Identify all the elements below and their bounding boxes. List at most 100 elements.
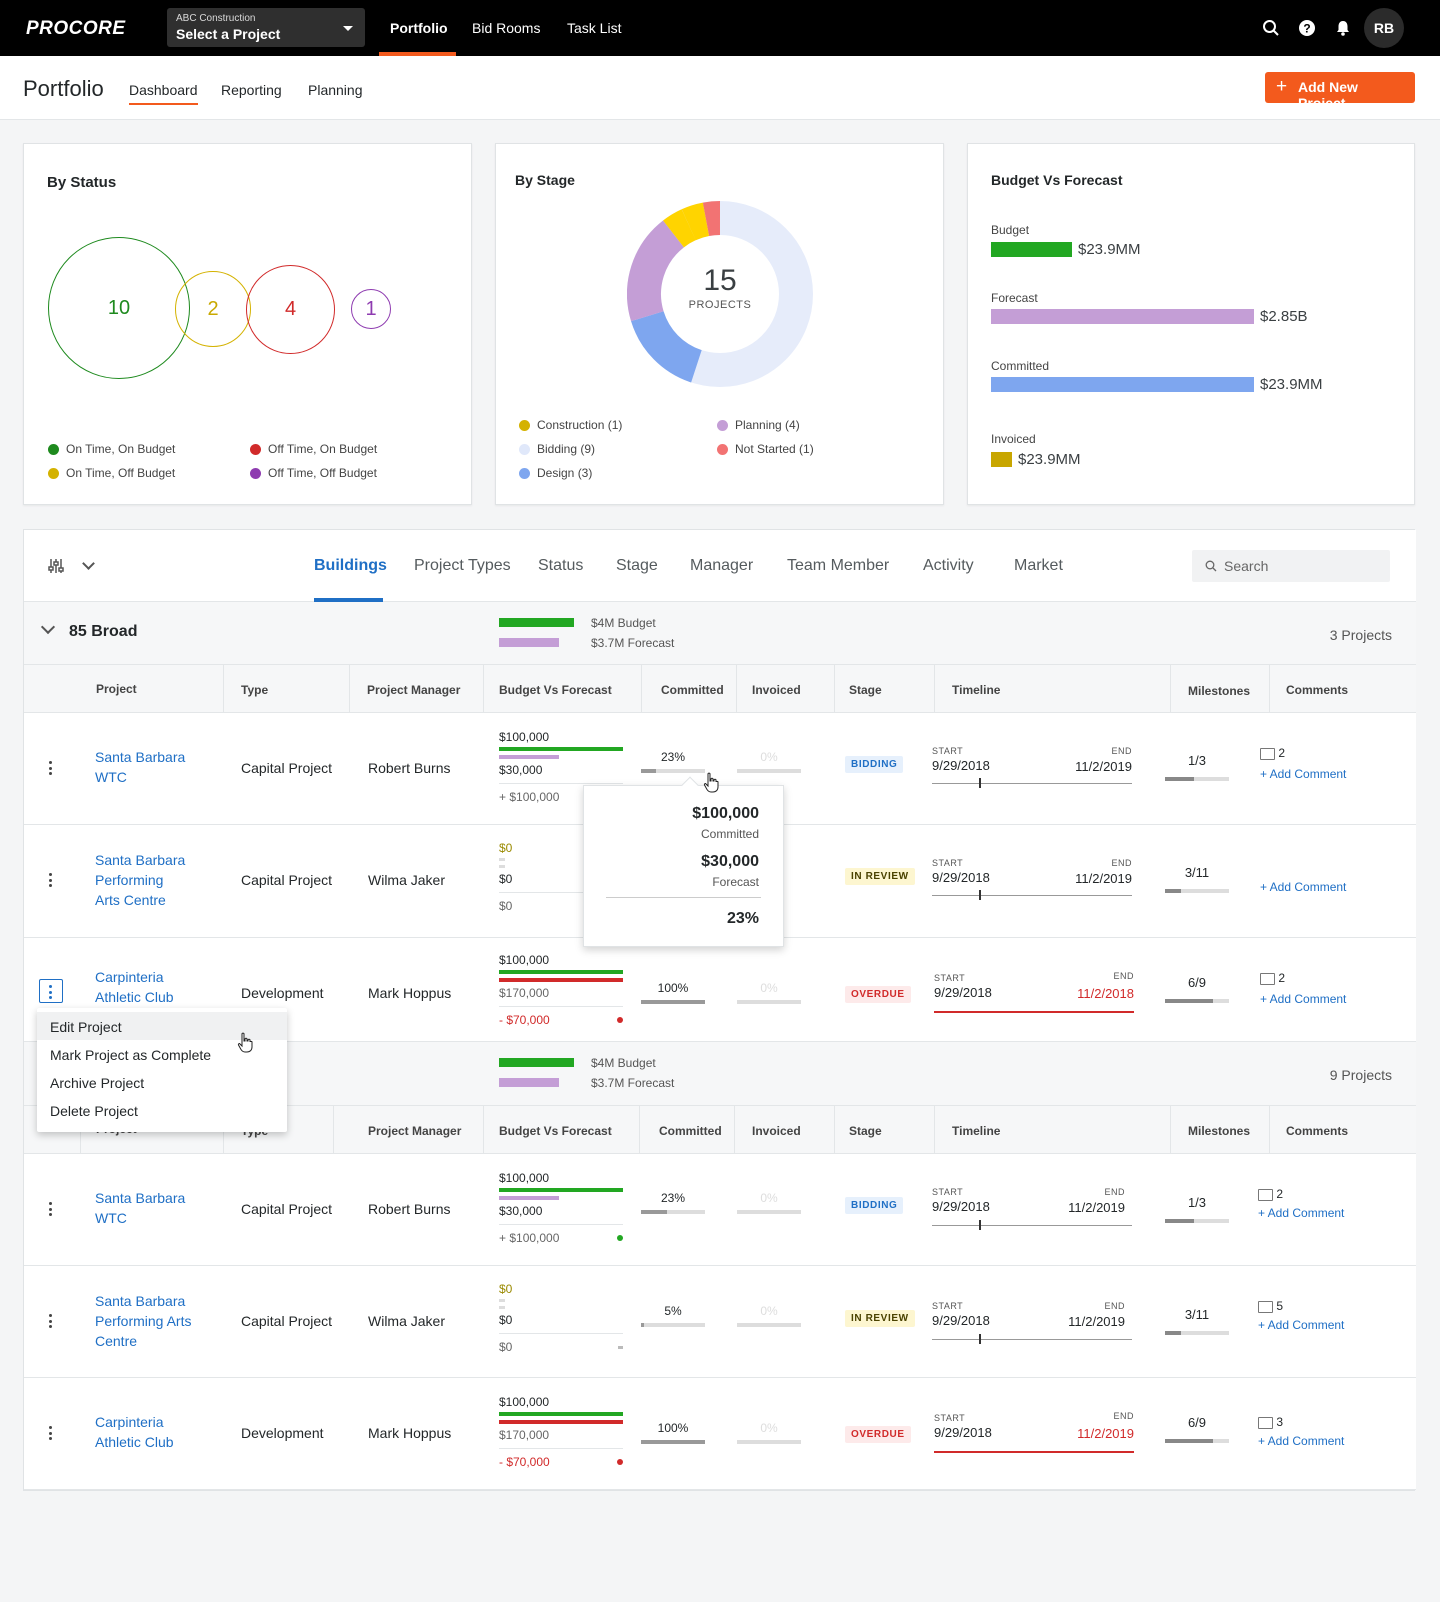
tab-active-indicator bbox=[129, 103, 198, 105]
project-name-line: WTC bbox=[95, 1210, 127, 1226]
col-milestones[interactable]: Milestones bbox=[1188, 1124, 1251, 1138]
table-row[interactable]: Santa Barbara WTC Capital Project Robert … bbox=[24, 1154, 1416, 1266]
status-bubble-off-time-on-budget[interactable]: 4 bbox=[246, 265, 335, 354]
search-icon[interactable] bbox=[1262, 19, 1280, 37]
chevron-down-icon[interactable] bbox=[82, 557, 95, 570]
plus-icon: + bbox=[1276, 76, 1288, 97]
group-project-count: 9 Projects bbox=[1329, 1067, 1392, 1083]
table-row[interactable]: Santa Barbara Performing Arts Centre Capit… bbox=[24, 1266, 1416, 1378]
col-milestones[interactable]: Milestones bbox=[1188, 684, 1251, 698]
search-input[interactable]: Search bbox=[1192, 550, 1390, 582]
tab-dashboard[interactable]: Dashboard bbox=[129, 82, 198, 98]
tab-status[interactable]: Status bbox=[538, 557, 584, 574]
col-budget-vs-forecast[interactable]: Budget Vs Forecast bbox=[499, 683, 612, 697]
tab-reporting[interactable]: Reporting bbox=[221, 82, 282, 98]
nav-portfolio[interactable]: Portfolio bbox=[390, 20, 448, 36]
col-type[interactable]: Type bbox=[241, 683, 269, 697]
add-new-project-button[interactable]: + Add New Project bbox=[1265, 72, 1415, 111]
avatar[interactable]: RB bbox=[1364, 8, 1404, 48]
add-comment-link[interactable]: + Add Comment bbox=[1260, 880, 1347, 894]
committed-cell[interactable]: 5% bbox=[641, 1304, 705, 1327]
project-name-link[interactable]: Santa Barbara WTC bbox=[95, 747, 185, 787]
nav-task-list[interactable]: Task List bbox=[567, 20, 622, 36]
nav-bid-rooms[interactable]: Bid Rooms bbox=[472, 20, 541, 36]
status-bubble-on-time-on-budget[interactable]: 10 bbox=[48, 237, 190, 379]
col-comments[interactable]: Comments bbox=[1286, 683, 1349, 697]
tab-stage[interactable]: Stage bbox=[616, 557, 658, 574]
col-project[interactable]: Project bbox=[96, 682, 137, 696]
tab-activity[interactable]: Activity bbox=[923, 557, 974, 574]
status-badge: OVERDUE bbox=[845, 986, 911, 1003]
donut-segment-planning[interactable] bbox=[627, 220, 685, 322]
tab-market[interactable]: Market bbox=[1014, 557, 1063, 574]
col-project-manager[interactable]: Project Manager bbox=[368, 1124, 462, 1138]
col-committed[interactable]: Committed bbox=[659, 1124, 722, 1138]
add-comment-link[interactable]: + Add Comment bbox=[1258, 1434, 1345, 1448]
bell-icon[interactable] bbox=[1334, 19, 1352, 37]
tab-planning[interactable]: Planning bbox=[308, 82, 363, 98]
row-menu-icon[interactable] bbox=[49, 1202, 53, 1219]
tab-buildings[interactable]: Buildings bbox=[314, 557, 387, 574]
comments-cell: 2 + Add Comment bbox=[1260, 971, 1346, 1006]
col-timeline[interactable]: Timeline bbox=[952, 683, 1001, 697]
comment-icon[interactable] bbox=[1258, 1188, 1273, 1201]
col-invoiced[interactable]: Invoiced bbox=[752, 683, 801, 697]
committed-cell[interactable]: 23% bbox=[641, 750, 705, 773]
project-name-line: Santa Barbara bbox=[95, 749, 186, 765]
row-menu-button-active[interactable] bbox=[39, 979, 63, 1003]
committed-cell[interactable]: 100% bbox=[641, 981, 705, 1004]
add-comment-link[interactable]: + Add Comment bbox=[1260, 767, 1347, 781]
tab-team-member[interactable]: Team Member bbox=[787, 557, 890, 574]
project-name-link[interactable]: Carpinteria Athletic Club bbox=[95, 967, 174, 1007]
filter-sliders-icon[interactable] bbox=[48, 558, 64, 574]
comment-icon[interactable] bbox=[1258, 1300, 1273, 1313]
add-comment-link[interactable]: + Add Comment bbox=[1258, 1318, 1345, 1332]
row-menu-icon[interactable] bbox=[49, 761, 53, 778]
committed-cell[interactable]: 23% bbox=[641, 1191, 705, 1214]
tab-project-types[interactable]: Project Types bbox=[414, 557, 511, 574]
add-comment-link[interactable]: + Add Comment bbox=[1260, 992, 1347, 1006]
comment-icon[interactable] bbox=[1260, 747, 1275, 760]
col-comments[interactable]: Comments bbox=[1286, 1124, 1349, 1138]
timeline-cell: START 9/29/2018 END 11/2/2019 bbox=[932, 858, 1132, 900]
row-menu-icon[interactable] bbox=[49, 1314, 53, 1331]
col-stage[interactable]: Stage bbox=[849, 683, 882, 697]
legend-label: Off Time, Off Budget bbox=[268, 466, 377, 480]
menu-archive-project[interactable]: Archive Project bbox=[50, 1075, 145, 1091]
menu-mark-complete[interactable]: Mark Project as Complete bbox=[50, 1047, 212, 1063]
committed-cell[interactable]: 100% bbox=[641, 1421, 705, 1444]
col-timeline[interactable]: Timeline bbox=[952, 1124, 1001, 1138]
status-bubble-off-time-off-budget[interactable]: 1 bbox=[351, 289, 391, 329]
menu-edit-project[interactable]: Edit Project bbox=[37, 1012, 287, 1040]
row-menu-icon[interactable] bbox=[49, 873, 53, 890]
col-committed[interactable]: Committed bbox=[661, 683, 724, 697]
status-bubble-on-time-off-budget[interactable]: 2 bbox=[175, 271, 251, 347]
project-selector[interactable]: ABC Construction Select a Project bbox=[167, 8, 365, 47]
comment-icon[interactable] bbox=[1258, 1416, 1273, 1429]
donut-segment-construction[interactable] bbox=[663, 209, 697, 248]
donut-segment-design[interactable] bbox=[631, 310, 703, 383]
add-comment-link[interactable]: + Add Comment bbox=[1258, 1206, 1345, 1220]
project-name-link[interactable]: Santa Barbara WTC bbox=[95, 1188, 185, 1228]
under-budget-dot-icon bbox=[617, 1235, 623, 1241]
table-row[interactable]: Carpinteria Athletic Club Development Mar… bbox=[24, 1378, 1416, 1490]
chevron-down-icon[interactable] bbox=[40, 619, 56, 635]
legend-label: Not Started (1) bbox=[735, 442, 814, 456]
group-header[interactable]: 85 Broad $4M Budget $3.7M Forecast 3 Pro… bbox=[24, 602, 1416, 665]
donut-segment-not-started[interactable] bbox=[702, 201, 721, 237]
col-budget-vs-forecast[interactable]: Budget Vs Forecast bbox=[499, 1124, 612, 1138]
project-name-link[interactable]: Carpinteria Athletic Club bbox=[95, 1412, 174, 1452]
col-stage[interactable]: Stage bbox=[849, 1124, 882, 1138]
help-icon[interactable]: ? bbox=[1298, 19, 1316, 37]
comment-icon[interactable] bbox=[1260, 972, 1275, 985]
project-name-link[interactable]: Santa Barbara Performing Arts Centre bbox=[95, 850, 185, 910]
menu-delete-project[interactable]: Delete Project bbox=[50, 1103, 138, 1119]
row-menu-icon[interactable] bbox=[49, 1426, 53, 1443]
tab-manager[interactable]: Manager bbox=[690, 557, 754, 574]
project-name-link[interactable]: Santa Barbara Performing Arts Centre bbox=[95, 1291, 191, 1351]
col-invoiced[interactable]: Invoiced bbox=[752, 1124, 801, 1138]
donut-segment-construction-b[interactable] bbox=[681, 202, 710, 241]
col-project-manager[interactable]: Project Manager bbox=[367, 683, 461, 697]
table-row[interactable]: Santa Barbara WTC Capital Project Robert … bbox=[24, 713, 1416, 825]
procore-logo[interactable]: PROCORE bbox=[26, 18, 126, 39]
